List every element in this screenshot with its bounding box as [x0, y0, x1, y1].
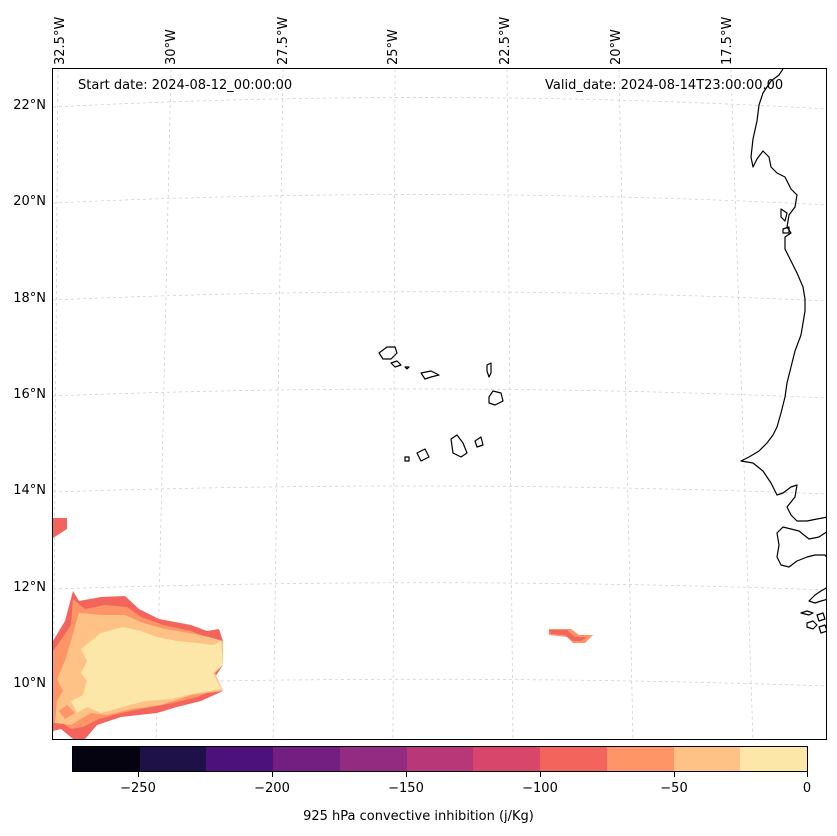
gridline-lat-20n	[53, 194, 826, 206]
cb-label-50: −50	[660, 781, 688, 796]
coast-guinea-bissau	[808, 587, 826, 604]
gridline-lat-14n	[53, 485, 826, 495]
valid-date-label: Valid_date: 2024-08-14T23:00:00.00	[545, 78, 784, 93]
colorbar-swatch-8	[606, 747, 674, 771]
lon-label-27-5w: 27.5°W	[276, 16, 291, 65]
colorbar-swatch-9	[673, 747, 741, 771]
lon-label-17-5w: 17.5°W	[720, 16, 735, 65]
cb-tick-200	[272, 772, 273, 777]
bijagos-island-3	[816, 612, 826, 622]
gridline-lat-16n	[53, 388, 826, 399]
island-boa-vista	[488, 390, 504, 406]
cb-tick-50	[674, 772, 675, 777]
cb-tick-150	[406, 772, 407, 777]
cb-label-0: 0	[802, 781, 812, 796]
lon-label-30w: 30°W	[164, 29, 179, 65]
island-sao-vicente	[390, 360, 402, 368]
lon-label-20w: 20°W	[609, 29, 624, 65]
gridline-lon-32-5w	[53, 69, 59, 739]
cb-label-150: −150	[388, 781, 424, 796]
cb-tick-0	[807, 772, 808, 777]
gridline-lat-12n	[53, 582, 826, 591]
lon-label-25w: 25°W	[386, 29, 401, 65]
lon-label-32-5w: 32.5°W	[53, 16, 68, 65]
coast-dakar-bays	[780, 208, 788, 222]
cin-contours	[53, 518, 593, 739]
colorbar-swatch-2	[206, 747, 274, 771]
colorbar-swatch-1	[139, 747, 207, 771]
colorbar-swatch-3	[273, 747, 340, 771]
bijagos-island-4	[818, 624, 826, 634]
coast-gambia-senegal-south	[776, 526, 826, 568]
colorbar-swatch-5	[406, 747, 474, 771]
contour-east-red	[549, 630, 587, 641]
colorbar-swatch-7	[540, 747, 607, 771]
island-santo-antao	[378, 346, 398, 360]
gridline-lon-27-5w	[272, 69, 284, 739]
map-canvas	[53, 69, 826, 739]
gridline-lon-22-5w	[506, 69, 514, 739]
cb-label-100: −100	[522, 781, 558, 796]
island-fogo	[416, 448, 430, 462]
contour-sw-hole-2	[59, 705, 75, 719]
gridline-lon-17-5w	[730, 69, 754, 739]
colorbar-swatch-10	[740, 747, 808, 771]
lon-label-22-5w: 22.5°W	[498, 16, 513, 65]
gridline-lat-22n	[53, 97, 826, 110]
colorbar-swatch-6	[473, 747, 541, 771]
gridline-lon-20w	[618, 69, 634, 739]
island-brava	[404, 456, 410, 462]
island-sao-nicolau	[420, 370, 440, 380]
gridline-lat-18n	[53, 291, 826, 302]
colorbar-swatch-4	[339, 747, 407, 771]
bijagos-island-2	[806, 620, 818, 630]
lat-label-20n: 20°N	[13, 194, 46, 209]
island-santa-luzia	[404, 366, 410, 370]
cb-tick-250	[138, 772, 139, 777]
coastlines	[378, 69, 826, 634]
colorbar-title: 925 hPa convective inhibition (j/Kg)	[303, 809, 534, 824]
colorbar-swatch-0	[73, 747, 140, 771]
gridline-lon-25w	[392, 69, 396, 739]
lat-label-22n: 22°N	[13, 98, 46, 113]
lat-label-10n: 10°N	[13, 676, 46, 691]
lat-label-18n: 18°N	[13, 291, 46, 306]
island-santiago	[450, 434, 468, 458]
lat-label-12n: 12°N	[13, 580, 46, 595]
start-date-label: Start date: 2024-08-12_00:00:00	[78, 78, 293, 93]
lat-label-14n: 14°N	[13, 483, 46, 498]
cb-label-200: −200	[254, 781, 290, 796]
lat-label-16n: 16°N	[13, 387, 46, 402]
colorbar	[72, 746, 808, 772]
contour-sw-hole-1	[63, 683, 79, 699]
island-sal	[486, 362, 492, 378]
coast-offshore-islet	[782, 226, 790, 234]
map-panel[interactable]	[52, 68, 827, 740]
island-maio	[474, 436, 484, 448]
contour-sw-core	[71, 627, 223, 713]
coast-west-africa	[740, 69, 826, 522]
bijagos-island-1	[800, 610, 814, 616]
cb-tick-100	[540, 772, 541, 777]
cb-label-250: −250	[120, 781, 156, 796]
contour-west-edge	[53, 518, 67, 538]
